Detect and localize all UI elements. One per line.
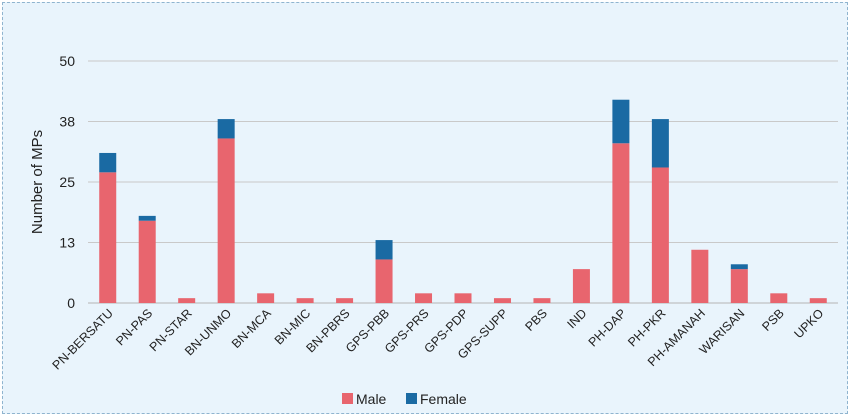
bar-female-warisan [730,264,748,270]
gridlines [88,60,838,304]
legend-label-female: Female [420,391,467,407]
bar-male-ph-amanah [691,249,709,303]
y-axis-label: Number of MPs [29,130,46,234]
bar-male-bn-mca [257,293,275,303]
bar-male-warisan [730,269,748,303]
bar-male-pn-pas [138,220,156,303]
bar-male-gps-prs [415,293,433,303]
bar-male-bn-mic [296,298,314,303]
bar-male-ind [572,269,590,303]
bar-male-gps-pbb [375,259,393,303]
legend: Male Female [342,391,467,407]
bar-male-ph-dap [612,143,630,303]
bar-female-ph-dap [612,99,630,144]
bar-male-bn-unmo [217,138,235,303]
bar-male-bn-pbrs [336,298,354,303]
y-tick-label: 13 [59,235,75,251]
x-tick-label: UPKO [791,306,826,341]
y-tick-label: 50 [59,53,75,69]
x-tick-label: IND [564,306,589,331]
chart-frame [2,2,848,414]
bar-male-psb [770,293,788,303]
bar-male-pn-bersatu [99,172,117,303]
y-axis-ticks: 0 13 25 38 50 [59,53,75,311]
bar-female-bn-unmo [217,119,235,139]
x-tick-label: PBS [522,306,550,334]
bar-male-gps-pdp [454,293,472,303]
legend-swatch-male [342,393,353,404]
bar-female-pn-bersatu [99,152,117,173]
x-tick-label: PSB [759,306,787,334]
x-axis-labels: PN-BERSATUPN-PASPN-STARBN-UNMOBN-MCABN-M… [50,306,827,373]
bar-female-pn-pas [138,215,156,221]
bar-male-pbs [533,298,551,303]
x-tick-label: PN-BERSATU [50,306,116,372]
y-tick-label: 25 [59,174,75,190]
bar-male-ph-pkr [651,167,669,303]
x-tick-label: PH-DAP [586,306,629,349]
bar-male-upko [809,298,827,303]
y-tick-label: 0 [67,295,75,311]
legend-label-male: Male [356,391,387,407]
bar-male-gps-supp [493,298,511,303]
y-tick-label: 38 [59,114,75,130]
legend-swatch-female [406,393,417,404]
bars [99,99,827,303]
bar-female-gps-pbb [375,240,393,260]
bar-male-pn-star [178,298,196,303]
bar-female-ph-pkr [651,119,669,168]
x-tick-label: BN-MCA [229,306,274,351]
